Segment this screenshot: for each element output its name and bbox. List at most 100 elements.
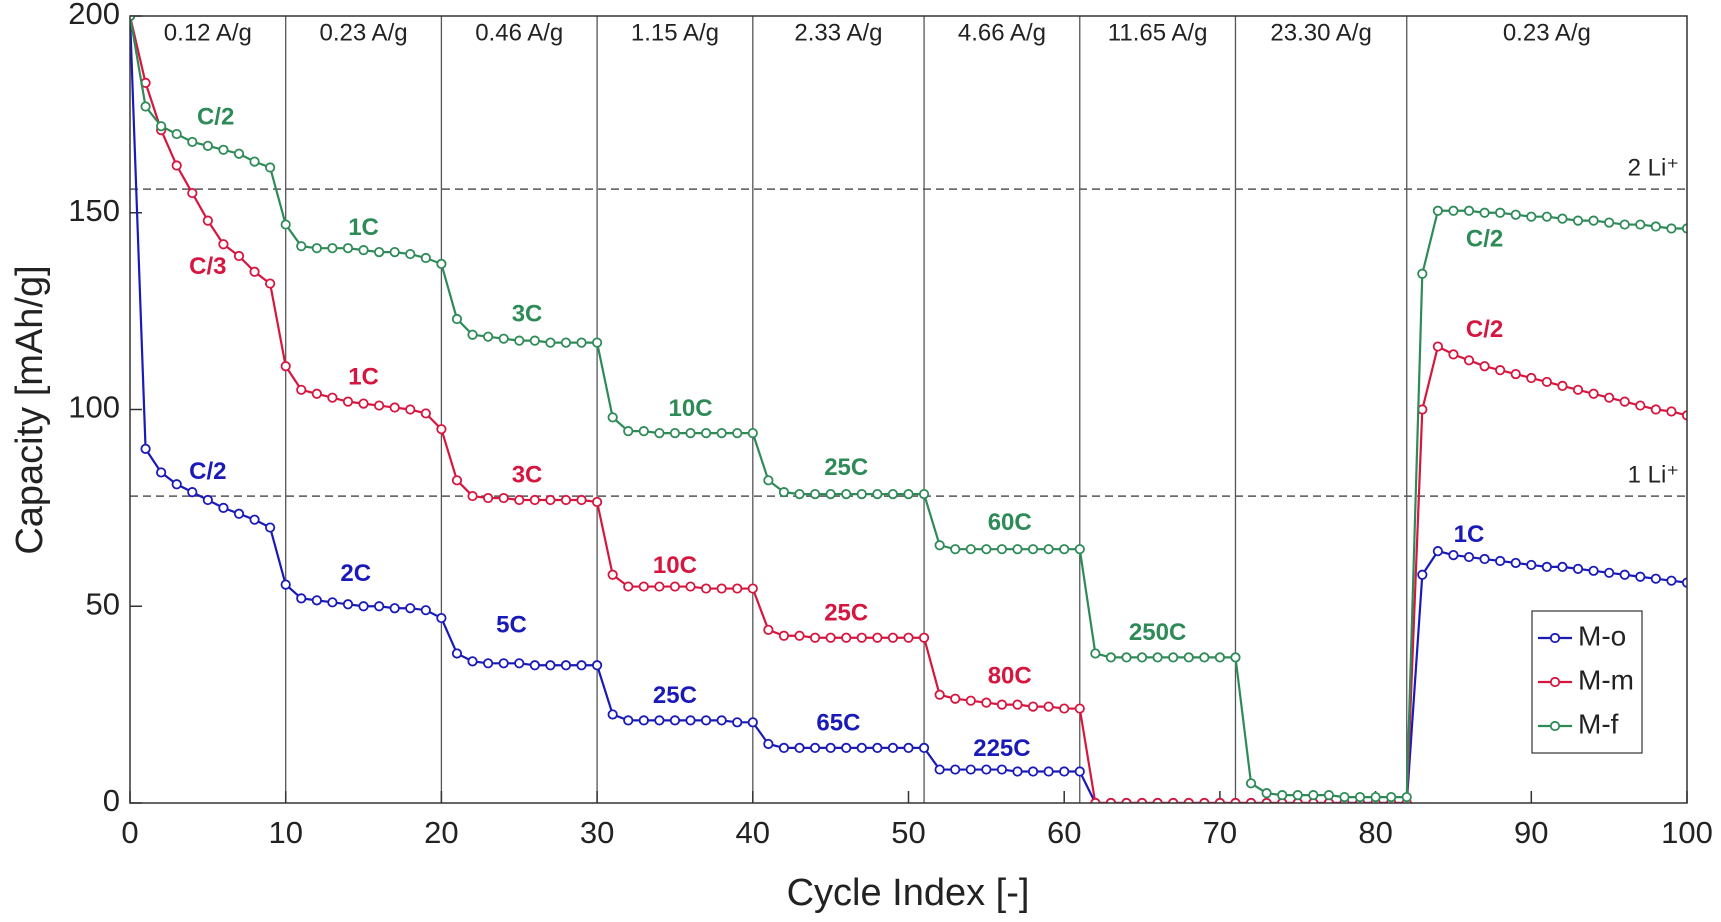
series-marker [591, 660, 603, 671]
series-marker [1526, 559, 1537, 571]
series-marker [1619, 219, 1630, 230]
series-marker [311, 243, 322, 254]
x-tick-label: 90 [1514, 815, 1548, 850]
series-marker [918, 742, 930, 754]
series-marker [389, 247, 400, 258]
series-marker [1323, 790, 1334, 801]
legend-label: M-m [1578, 664, 1634, 695]
series-marker [903, 632, 914, 643]
series-marker [1463, 205, 1475, 216]
x-tick-label: 50 [891, 815, 925, 850]
series-marker [1417, 268, 1428, 279]
series-marker [825, 632, 836, 643]
series-marker [187, 487, 198, 498]
series-marker [265, 162, 276, 173]
rate-annotation: 10C [669, 395, 713, 422]
series-marker [327, 243, 338, 254]
series-marker [1681, 410, 1687, 421]
series-marker [514, 494, 525, 506]
x-tick-label: 80 [1358, 815, 1392, 850]
series-marker [560, 494, 572, 506]
series-marker [778, 487, 790, 498]
reference-label: 1 Li⁺ [1628, 461, 1679, 488]
region-label: 0.23 A/g [320, 19, 408, 46]
series-marker [887, 489, 899, 500]
region-label: 0.46 A/g [475, 19, 563, 46]
series-marker [1650, 573, 1661, 584]
series-marker [716, 715, 727, 726]
series-marker [965, 544, 976, 555]
series-marker [1495, 207, 1506, 218]
series-marker [747, 583, 758, 594]
series-marker [1588, 388, 1599, 399]
rate-annotation: 25C [824, 599, 868, 626]
series-marker [529, 335, 540, 346]
series-marker [918, 489, 930, 500]
series-marker [794, 630, 805, 641]
series-marker [1495, 365, 1506, 376]
series-marker [732, 583, 743, 594]
series-marker [591, 496, 603, 508]
series-marker [887, 632, 899, 643]
series-marker [638, 426, 649, 437]
series-marker [716, 583, 727, 594]
series-marker [327, 597, 338, 608]
series-marker [265, 522, 276, 533]
series-marker [514, 658, 525, 669]
series-marker [700, 715, 712, 726]
series-marker [483, 658, 494, 669]
series-marker [1012, 766, 1023, 777]
series-marker [872, 742, 883, 754]
series-marker [342, 243, 354, 254]
series-marker [280, 219, 291, 230]
series-marker [451, 313, 463, 325]
series-marker [887, 742, 899, 754]
series-marker [763, 475, 774, 486]
series-marker [311, 388, 322, 399]
series-marker [218, 239, 229, 250]
rate-annotation: 1C [348, 363, 379, 390]
series-marker [1401, 791, 1412, 803]
series-marker [591, 337, 603, 348]
series-marker [778, 630, 790, 641]
series-marker [576, 337, 587, 348]
series-marker [794, 489, 805, 500]
rate-annotation: C/2 [1466, 226, 1503, 253]
x-tick-label: 40 [736, 815, 770, 850]
series-marker [1479, 361, 1490, 372]
series-marker [576, 494, 587, 506]
x-tick-label: 10 [268, 815, 302, 850]
series-marker [140, 101, 151, 112]
series-marker [171, 160, 182, 171]
x-tick-label: 60 [1047, 815, 1081, 850]
series-marker [1572, 215, 1584, 226]
series-marker [514, 335, 525, 346]
y-tick-label: 50 [86, 586, 120, 621]
series-marker [1572, 384, 1584, 395]
series-marker [825, 489, 836, 500]
series-marker [467, 490, 478, 502]
series-marker [685, 428, 696, 439]
series-marker [1121, 652, 1132, 663]
series-marker [1027, 701, 1039, 712]
series-marker [981, 544, 992, 555]
series-marker [1012, 699, 1023, 710]
series-marker [1339, 791, 1350, 803]
series-marker [1448, 205, 1459, 216]
series-marker [669, 715, 681, 726]
series-marker [311, 595, 322, 606]
series-marker [794, 742, 805, 754]
series-marker [1650, 404, 1661, 415]
series-marker [1479, 207, 1490, 218]
region-label: 23.30 A/g [1270, 19, 1371, 46]
series-marker [296, 241, 307, 252]
y-axis-label: Capacity [mAh/g] [9, 265, 51, 554]
series-marker [529, 494, 540, 506]
region-label: 0.23 A/g [1503, 19, 1591, 46]
series-marker [389, 603, 400, 614]
series-marker [763, 738, 774, 750]
series-marker [296, 384, 307, 395]
series-marker [1059, 766, 1070, 777]
series-marker [202, 140, 213, 151]
series-marker [965, 764, 976, 775]
